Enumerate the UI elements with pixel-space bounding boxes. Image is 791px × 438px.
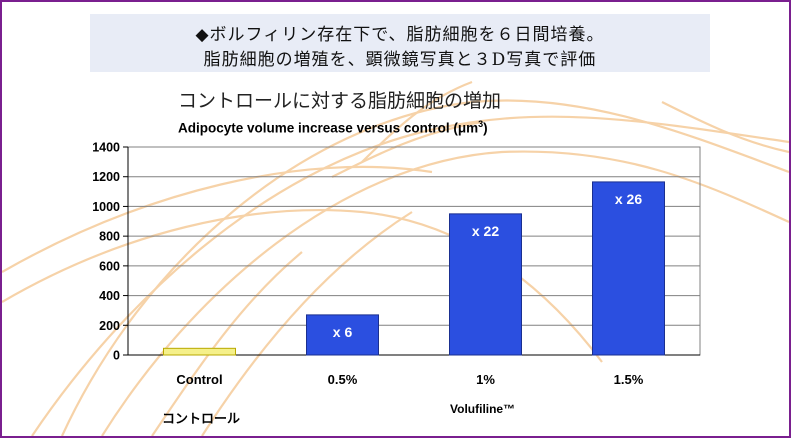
y-tick-label: 800 [99,230,120,244]
control-axis-label: コントロール [162,412,241,427]
x-category-label: Control [176,372,222,387]
x-category-label: 1% [476,372,495,387]
chart-title: コントロールに対する脂肪細胞の増加 [178,90,502,112]
bar [163,347,236,356]
banner-line-1: ◆ボルフィリン存在下で、脂肪細胞を６日間培養。 [195,25,605,45]
y-tick-label: 1200 [92,170,120,184]
y-tick-label: 600 [99,259,120,273]
x-category-label: 1.5% [614,372,644,387]
x-axis-title: Volufiline™ [450,402,516,416]
bar [592,181,665,356]
y-tick-label: 1000 [92,200,120,214]
bar-data-label: x 22 [472,223,499,239]
banner-line-2: 脂肪細胞の増殖を、顕微鏡写真と３D写真で評価 [203,50,597,70]
y-tick-label: 400 [99,289,120,303]
chart-subtitle: Adipocyte volume increase versus control… [178,119,488,136]
bar [306,314,379,356]
x-category-label: 0.5% [328,372,358,387]
bar-data-label: x 6 [333,324,353,340]
y-tick-label: 200 [99,319,120,333]
banner: ◆ボルフィリン存在下で、脂肪細胞を６日間培養。 脂肪細胞の増殖を、顕微鏡写真と３… [90,14,710,72]
y-tick-label: 1400 [92,141,120,155]
y-tick-label: 0 [113,349,120,363]
bar-data-label: x 26 [615,191,642,207]
bar [449,213,522,356]
